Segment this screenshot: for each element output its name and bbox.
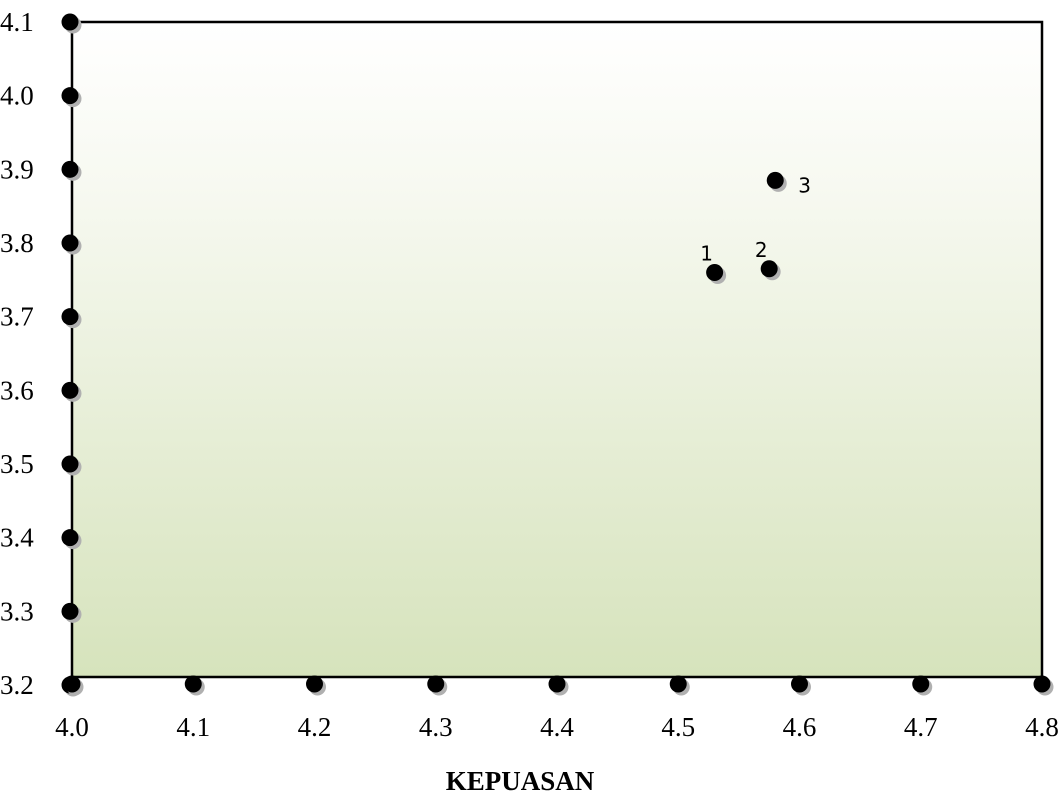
y-axis-marker-dot [61, 455, 79, 473]
x-tick-label: 4.1 [176, 712, 210, 742]
x-axis-marker [912, 675, 933, 696]
y-tick-label: 4.0 [0, 81, 34, 111]
y-axis-marker [61, 13, 82, 34]
x-tick-label: 4.0 [55, 712, 89, 742]
y-tick-labels: 3.2 3.3 3.4 3.5 3.6 3.7 3.8 3.9 4.0 4.1 [0, 7, 34, 700]
data-point-1-dot [706, 263, 724, 281]
x-axis-marker [548, 675, 569, 696]
y-axis-marker [61, 602, 82, 623]
y-axis-marker-dot [61, 529, 79, 547]
y-axis-marker [61, 455, 82, 476]
y-axis-marker [61, 529, 82, 550]
x-axis-marker-dot [912, 675, 930, 693]
y-tick-label: 3.4 [0, 523, 34, 553]
y-axis-marker [61, 308, 82, 329]
y-axis-marker [61, 87, 82, 108]
y-axis-marker-dot [61, 13, 79, 31]
x-axis-marker-dot [63, 675, 81, 693]
data-point-label: 3 [798, 173, 811, 197]
y-tick-label: 4.1 [0, 7, 34, 37]
y-axis-marker [61, 234, 82, 255]
y-tick-label: 3.5 [0, 449, 34, 479]
y-axis-marker-dot [61, 602, 79, 620]
x-tick-label: 4.7 [904, 712, 938, 742]
x-tick-label: 4.2 [298, 712, 332, 742]
data-point-3 [766, 171, 787, 192]
data-point-3-dot [766, 171, 784, 189]
y-axis-marker-dot [61, 160, 79, 178]
x-axis-marker [306, 675, 326, 696]
x-axis-marker [63, 675, 84, 696]
x-axis-title: KEPUASAN [446, 766, 595, 796]
plot-area [70, 20, 1044, 679]
y-axis-marker-dot [61, 308, 79, 326]
data-point-label: 1 [700, 241, 713, 265]
x-axis-marker-dot [427, 675, 445, 693]
x-axis-marker-dot [548, 675, 566, 693]
data-point-label: 2 [755, 238, 768, 262]
x-axis-marker-dot [669, 675, 687, 693]
data-point-1 [706, 263, 727, 284]
y-tick-label: 3.9 [0, 154, 34, 184]
x-tick-label: 4.8 [1025, 712, 1059, 742]
x-axis-marker-dot [791, 675, 808, 693]
data-point-2 [760, 260, 781, 281]
y-tick-label: 3.3 [0, 596, 34, 626]
data-points: 1 2 3 [700, 171, 811, 284]
x-axis-marker [1033, 675, 1054, 696]
y-axis-marker [61, 160, 82, 181]
x-axis-marker [791, 675, 811, 696]
x-axis-marker [427, 675, 448, 696]
y-tick-label: 3.2 [0, 670, 34, 700]
y-tick-label: 3.6 [0, 375, 34, 405]
x-tick-label: 4.6 [783, 712, 817, 742]
y-axis-marker-dot [61, 87, 79, 105]
y-axis-marker [61, 381, 82, 402]
x-tick-label: 4.3 [419, 712, 453, 742]
x-axis-marker-dot [306, 675, 323, 693]
x-axis-marker-dot [1033, 675, 1051, 693]
x-axis-marker-dot [184, 675, 202, 693]
y-tick-label: 3.8 [0, 228, 34, 258]
data-point-2-dot [760, 260, 778, 278]
y-tick-label: 3.7 [0, 302, 34, 332]
x-axis-marker [184, 675, 205, 696]
x-tick-label: 4.5 [661, 712, 695, 742]
y-axis-marker-dot [61, 381, 79, 399]
y-axis-markers [61, 13, 82, 697]
x-axis-marker [669, 675, 690, 696]
y-axis-marker-dot [61, 234, 79, 252]
x-tick-label: 4.4 [540, 712, 574, 742]
x-axis-markers [63, 675, 1054, 696]
x-tick-labels: 4.0 4.1 4.2 4.3 4.4 4.5 4.6 4.7 4.8 [55, 712, 1059, 742]
